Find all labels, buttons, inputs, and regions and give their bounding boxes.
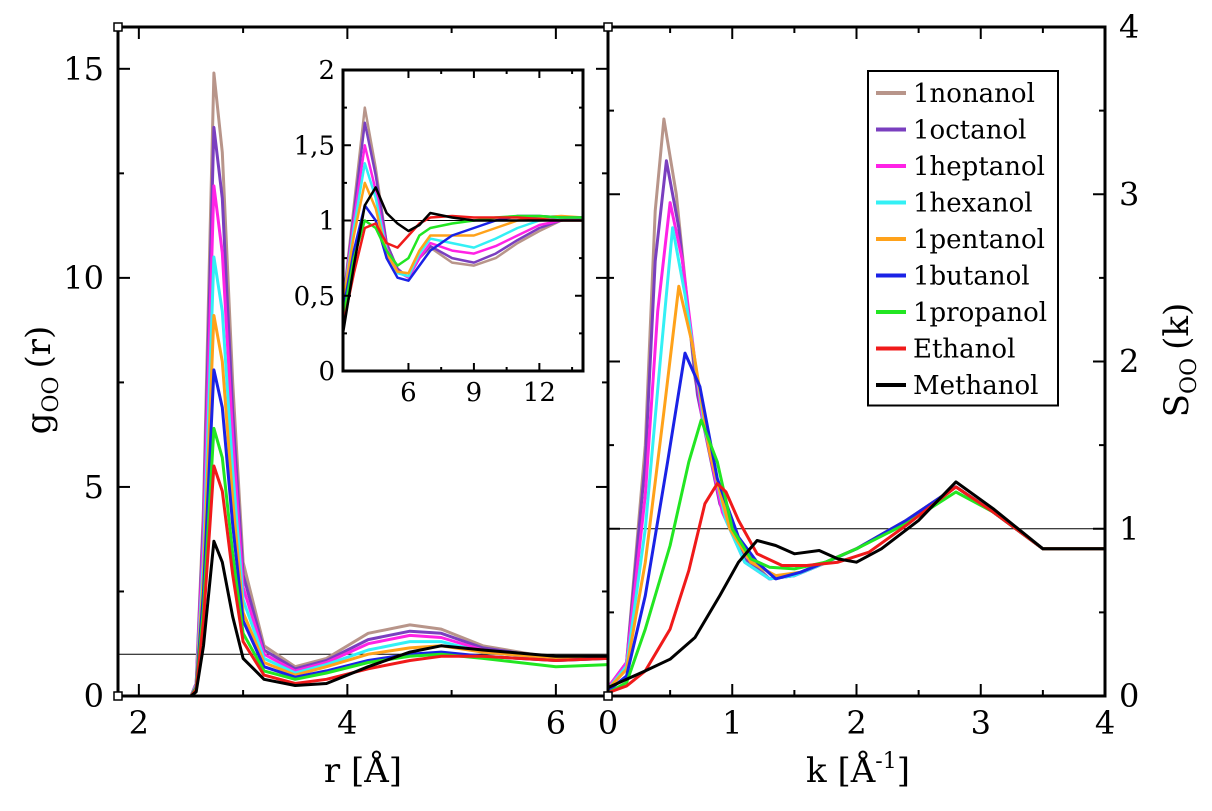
right-x-tick-label: 2 [846,704,866,742]
right-x-label-tail: ] [897,751,910,791]
legend-label-1nonanol: 1nonanol [913,79,1035,109]
legend-label-1hexanol: 1hexanol [913,189,1033,219]
frame-corner-marker [113,22,123,32]
right-y-label-tail: (k) [1157,303,1197,350]
inset-x-tick-label: 12 [523,378,556,408]
right-y-axis-label: SOO (k) [1157,303,1202,418]
inset-y-tick-label: 0,5 [294,282,335,312]
left-y-axis-label: gOO (r) [19,326,64,435]
svg-text:SOO(k): SOO (k) [1157,303,1202,418]
legend-label-1pentanol: 1pentanol [913,225,1045,255]
left-x-tick-label: 4 [337,704,357,742]
right-x-tick-label: 1 [722,704,742,742]
inset-x-tick-label: 6 [400,378,417,408]
legend-label-1heptanol: 1heptanol [913,152,1045,182]
inset-series-1hexanol [343,162,583,304]
left-y-tick-label: 0 [84,677,104,715]
right-y-tick-label: 0 [1119,677,1139,715]
legend-label-1octanol: 1octanol [913,116,1026,146]
left-series-ethanol [118,464,608,696]
legend-label-1propanol: 1propanol [913,298,1047,328]
right-y-label-main: S [1157,394,1197,417]
right-series-group [608,117,1105,695]
left-x-axis-label: r [Å] [324,750,402,791]
right-x-tick-label: 0 [598,704,618,742]
svg-text:gOO(r): gOO (r) [19,326,64,435]
right-y-tick-label: 4 [1119,8,1139,46]
legend-label-methanol: Methanol [913,371,1038,401]
right-series-1propanol [608,418,1105,695]
left-y-tick-label: 15 [63,50,104,88]
right-y-label-sub: OO [1177,358,1202,394]
right-series-methanol [608,480,1105,689]
inset-panel: 6 9 12 0 0,5 1 1,5 2 [294,56,585,408]
left-y-label-main: g [19,413,59,435]
left-x-tick-label: 6 [546,704,566,742]
left-x-tick-label: 2 [129,704,149,742]
inset-y-tick-label: 0 [318,357,335,387]
legend-label-1butanol: 1butanol [913,262,1030,292]
left-y-label-sub: OO [39,376,64,412]
right-y-tick-label: 2 [1119,343,1139,381]
right-x-label-sup: -1 [875,749,896,774]
right-x-label-main: k [Å [806,750,876,791]
inset-series-1propanol [343,214,583,319]
inset-series-1heptanol [343,144,583,304]
left-series-group [118,71,608,696]
left-series-methanol [118,539,608,696]
right-x-axis-label: k [Å-1] [806,749,910,791]
inset-x-tick-label: 9 [466,378,483,408]
inset-y-tick-label: 2 [318,56,335,86]
frame-corner-marker [603,691,613,701]
legend: 1nonanol 1octanol 1heptanol 1hexanol 1pentan… [867,70,1059,407]
right-x-tick-label: 3 [971,704,991,742]
inset-series-group [343,106,583,334]
right-y-tick-label: 1 [1119,510,1139,548]
inset-series-methanol [343,186,583,334]
legend-label-ethanol: Ethanol [913,335,1015,365]
left-y-tick-label: 10 [63,259,104,297]
inset-y-tick-label: 1 [318,207,335,237]
frame-corner-marker [603,22,613,32]
right-x-tick-label: 4 [1095,704,1115,742]
right-series-ethanol [608,482,1105,695]
frame-corner-marker [113,691,123,701]
left-y-tick-label: 5 [84,468,104,506]
left-y-label-tail: (r) [19,326,59,369]
inset-y-tick-label: 1,5 [294,131,335,161]
right-y-tick-label: 3 [1119,175,1139,213]
